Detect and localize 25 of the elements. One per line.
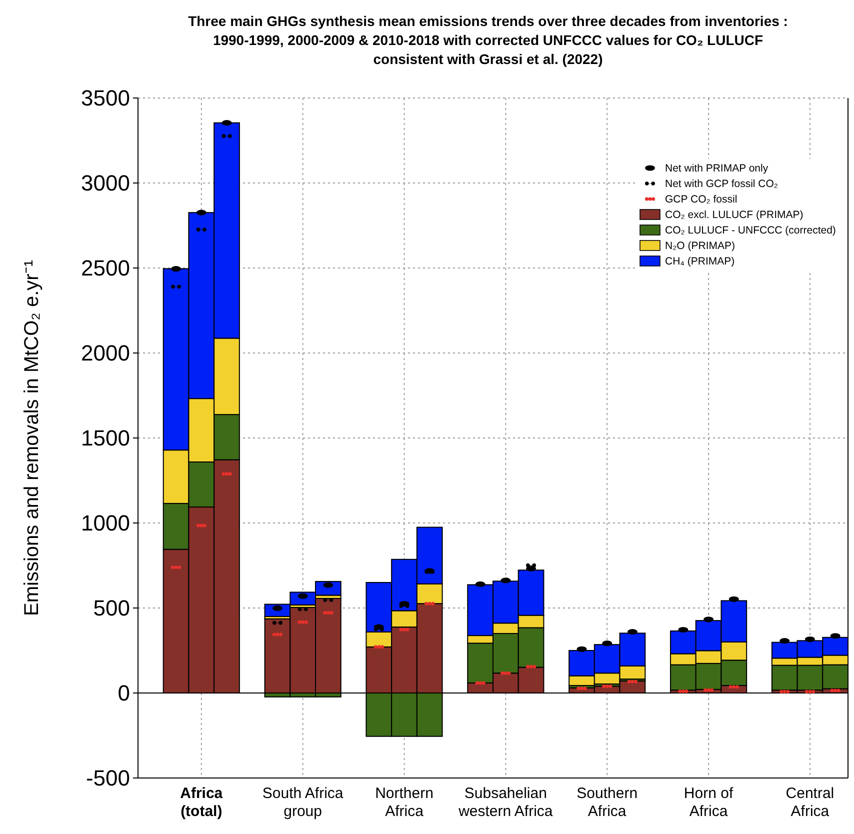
x-tick-label: Horn of Africa <box>684 785 734 820</box>
legend-label: N₂O (PRIMAP) <box>665 240 735 252</box>
legend-label: GCP CO₂ fossil <box>665 194 738 206</box>
legend-label: Net with GCP fossil CO₂ <box>665 178 778 190</box>
legend-label: CH₄ (PRIMAP) <box>665 256 735 268</box>
x-tick-label: Southern Africa <box>576 785 638 820</box>
x-tick-label: Central Africa <box>786 785 834 820</box>
x-tick-label: Subsahelian western Africa <box>458 785 554 820</box>
y-tick-label: -500 <box>86 766 130 791</box>
y-tick-label: 1000 <box>81 510 130 536</box>
y-tick-label: 0 <box>118 680 130 706</box>
x-tick-label: South Africa group <box>262 785 344 820</box>
legend-label: Net with PRIMAP only <box>665 162 769 175</box>
y-tick-label: 1500 <box>81 426 130 451</box>
x-tick-label: Northern Africa <box>375 785 434 820</box>
y-tick-label: 3500 <box>81 86 130 111</box>
y-tick-label: 500 <box>93 596 130 621</box>
x-tick-label: Africa (total) <box>180 785 224 820</box>
y-axis-title: Emissions and removals in MtCO₂ e.yr⁻¹ <box>21 260 43 616</box>
y-tick-label: 2500 <box>81 256 130 281</box>
chart-title: Three main GHGs synthesis mean emissions trends over three decades from inventories : 1990-1999, 2000-2009 & 2010-2018 with corrected UNFCCC values for CO₂ LULUCF consistent with Grassi et al. (2022) <box>188 13 788 67</box>
legend-label: CO₂ excl. LULUCF (PRIMAP) <box>665 209 804 222</box>
y-tick-label: 3000 <box>81 170 130 196</box>
legend-label: CO₂ LULUCF - UNFCCC (corrected) <box>665 224 836 237</box>
y-tick-label: 2000 <box>81 340 130 366</box>
